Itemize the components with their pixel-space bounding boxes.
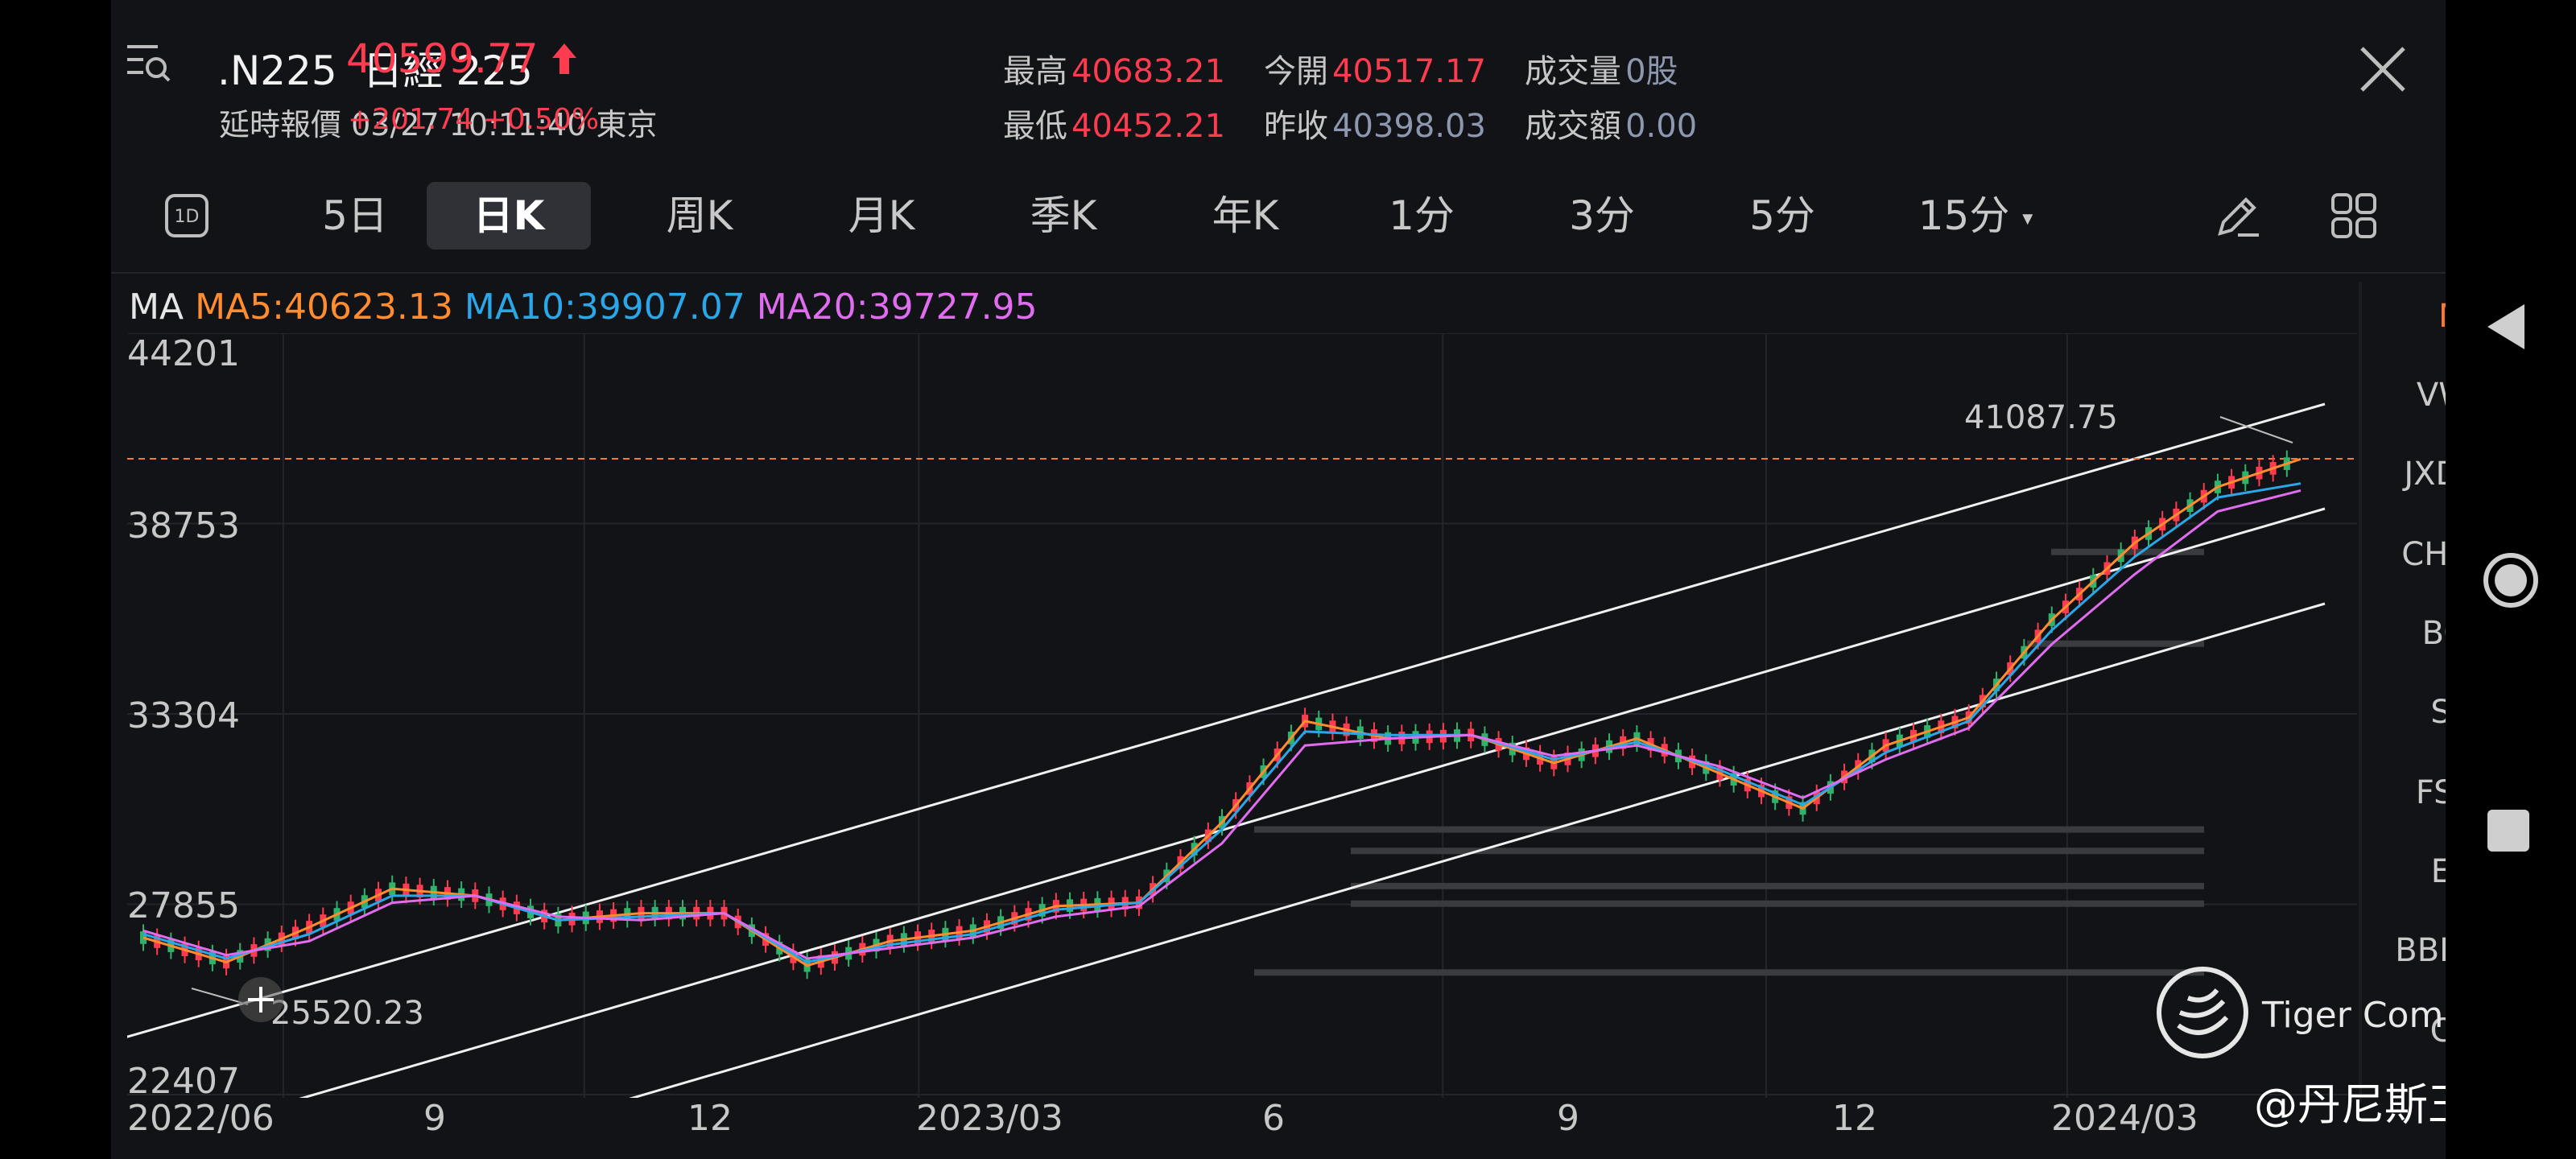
tab-15min[interactable]: 15分 ▾ bbox=[1887, 182, 2064, 250]
ma-legend: MA MA5:40623.13 MA10:39907.07 MA20:39727… bbox=[129, 287, 1038, 328]
kline-chart[interactable] bbox=[127, 333, 2357, 1098]
tab-monthly-k[interactable]: 月K bbox=[848, 192, 915, 239]
volume-profile-bar bbox=[1254, 969, 2204, 976]
y-tick-label: 38753 bbox=[127, 505, 240, 547]
tab-15min-label: 15分 bbox=[1918, 192, 2010, 239]
volume-profile-bar bbox=[1351, 900, 2204, 907]
caret-down-icon: ▾ bbox=[2022, 206, 2033, 231]
tab-1min[interactable]: 1分 bbox=[1389, 192, 1455, 239]
menu-search-icon[interactable] bbox=[126, 42, 172, 84]
last-price-value: 40599.77 bbox=[346, 35, 539, 82]
open-value: 40517.17 bbox=[1332, 53, 1486, 90]
x-tick-label: 2024/03 bbox=[2051, 1098, 2198, 1139]
tabs-divider bbox=[111, 272, 2446, 274]
stat-low: 最低 40452.21 bbox=[1003, 100, 1225, 146]
home-icon[interactable] bbox=[2483, 552, 2539, 608]
x-tick-label: 12 bbox=[687, 1098, 733, 1139]
ma10-value: MA10:39907.07 bbox=[464, 287, 745, 328]
price-change: +201.74 +0.50% bbox=[348, 103, 599, 136]
y-tick-label: 33304 bbox=[127, 695, 240, 736]
stat-high: 最高 40683.21 bbox=[1003, 45, 1225, 92]
stat-open: 今開 40517.17 bbox=[1264, 45, 1486, 92]
ma5-value: MA5:40623.13 bbox=[195, 287, 453, 328]
last-price: 40599.77 bbox=[346, 35, 578, 85]
system-nav-bar bbox=[2446, 0, 2576, 1159]
crosshair-icon[interactable] bbox=[238, 977, 283, 1022]
volume-label: 成交量 bbox=[1525, 53, 1621, 90]
pencil-icon[interactable] bbox=[2214, 192, 2262, 240]
change-percent: +0.50% bbox=[482, 103, 600, 136]
volume-profile-bar bbox=[1254, 826, 2204, 833]
trend-channel-line bbox=[127, 402, 2326, 1038]
recents-icon[interactable] bbox=[2487, 810, 2529, 852]
y-tick-label: 44201 bbox=[127, 333, 240, 374]
x-tick-label: 12 bbox=[1832, 1098, 1877, 1139]
candle-body bbox=[140, 931, 147, 944]
change-value: +201.74 bbox=[348, 103, 474, 136]
turnover-label: 成交額 bbox=[1525, 108, 1621, 145]
turnover-value: 0.00 bbox=[1625, 108, 1698, 145]
volume-profile-bar bbox=[2027, 640, 2204, 647]
high-label: 最高 bbox=[1003, 53, 1067, 90]
y-tick-label: 22407 bbox=[127, 1061, 240, 1102]
y-tick-label: 27855 bbox=[127, 885, 240, 926]
stat-turnover: 成交額 0.00 bbox=[1525, 100, 1697, 146]
x-tick-label: 2022/06 bbox=[127, 1098, 275, 1139]
tab-5day[interactable]: 5日 bbox=[322, 192, 388, 239]
layout-grid-icon[interactable] bbox=[2330, 192, 2378, 240]
arrow-up-icon bbox=[551, 39, 578, 85]
max-price-annotation: 41087.75 bbox=[1964, 399, 2118, 436]
volume-profile-bar bbox=[2051, 548, 2204, 555]
low-value: 40452.21 bbox=[1071, 108, 1225, 145]
stat-prev-close: 昨收 40398.03 bbox=[1264, 100, 1486, 146]
x-tick-label: 6 bbox=[1262, 1098, 1285, 1139]
interval-icon-text: 1D bbox=[175, 207, 200, 227]
symbol-title: .N225 日經 225 bbox=[217, 39, 533, 97]
indicator-divider bbox=[2359, 282, 2362, 1103]
trend-channel-line bbox=[299, 507, 2326, 1098]
x-tick-label: 2023/03 bbox=[916, 1098, 1063, 1139]
delay-label: 延時報價 bbox=[219, 107, 342, 142]
volume-profile-bar bbox=[1351, 882, 2204, 889]
tab-5min[interactable]: 5分 bbox=[1749, 192, 1815, 239]
close-icon[interactable] bbox=[2357, 43, 2409, 95]
trend-channel-line bbox=[629, 602, 2326, 1098]
tab-weekly-k[interactable]: 周K bbox=[666, 192, 733, 239]
back-icon[interactable] bbox=[2484, 301, 2529, 353]
symbol-code: .N225 bbox=[217, 47, 337, 94]
tab-quarterly-k[interactable]: 季K bbox=[1030, 192, 1097, 239]
app-window: .N225 日經 225 延時報價 03/27 10:11:40 東京 4059… bbox=[111, 0, 2567, 1159]
quote-timestamp: 03/27 10:11:40 bbox=[351, 107, 587, 142]
volume-value: 0股 bbox=[1625, 53, 1678, 90]
market-label: 東京 bbox=[596, 107, 658, 142]
prev-close-label: 昨收 bbox=[1264, 108, 1328, 145]
ma20-value: MA20:39727.95 bbox=[756, 287, 1038, 328]
tiger-logo-icon bbox=[2156, 966, 2249, 1059]
tab-daily-k[interactable]: 日K bbox=[427, 182, 591, 250]
max-annotation-leader bbox=[2219, 416, 2293, 443]
high-value: 40683.21 bbox=[1071, 53, 1225, 90]
tab-3min[interactable]: 3分 bbox=[1569, 192, 1635, 239]
min-price-annotation: 25520.23 bbox=[270, 995, 424, 1032]
quote-status: 延時報價 03/27 10:11:40 東京 bbox=[219, 100, 657, 144]
volume-profile-bar bbox=[1351, 848, 2204, 855]
prev-close-value: 40398.03 bbox=[1332, 108, 1486, 145]
x-tick-label: 9 bbox=[1557, 1098, 1579, 1139]
ma-title: MA bbox=[129, 287, 184, 328]
x-tick-label: 9 bbox=[423, 1098, 446, 1139]
tab-yearly-k[interactable]: 年K bbox=[1212, 192, 1279, 239]
symbol-name: 日經 225 bbox=[362, 47, 533, 94]
low-label: 最低 bbox=[1003, 108, 1067, 145]
ma-line-ma20 bbox=[142, 489, 2301, 960]
open-label: 今開 bbox=[1264, 53, 1328, 90]
stat-volume: 成交量 0股 bbox=[1525, 45, 1678, 92]
interval-icon-button[interactable]: 1D bbox=[164, 193, 209, 238]
